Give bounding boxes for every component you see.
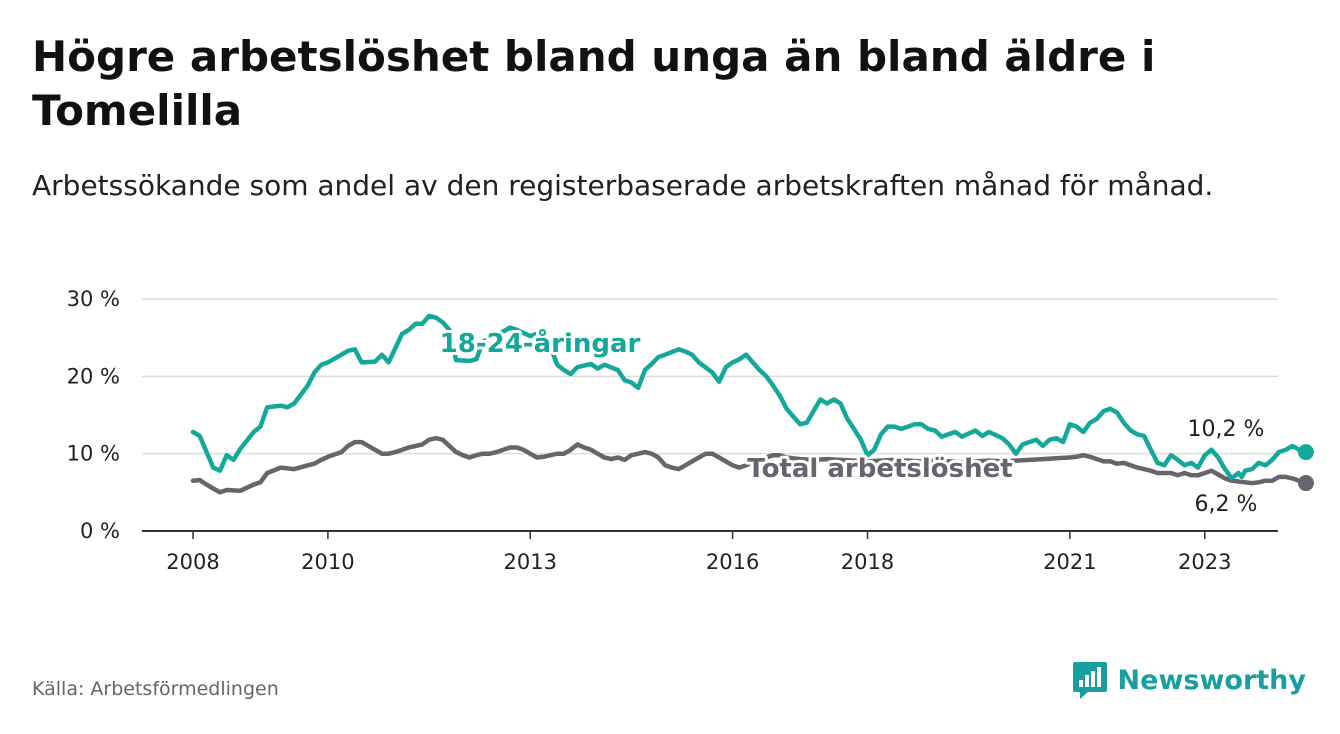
- x-tick-label: 2023: [1178, 550, 1231, 574]
- total-series-line: [190, 435, 1309, 495]
- chart-subtitle: Arbetssökande som andel av den registerb…: [32, 169, 1214, 202]
- y-tick-label: 20 %: [67, 364, 120, 388]
- y-tick-label: 10 %: [67, 442, 120, 466]
- youth-series-label: 18-24-åringar: [440, 327, 641, 359]
- brand-logo: Newsworthy: [1072, 660, 1306, 700]
- youth-end-point: [1297, 444, 1314, 461]
- source-note: Källa: Arbetsförmedlingen: [32, 678, 279, 700]
- total-end-point: [1297, 475, 1314, 492]
- x-tick-label: 2021: [1043, 550, 1096, 574]
- x-tick-label: 2016: [706, 550, 759, 574]
- y-tick-label: 30 %: [67, 287, 120, 311]
- brand-name: Newsworthy: [1117, 664, 1306, 696]
- x-axis-ticks: 2008 2010 2013 2016 2018 2021 2023: [166, 531, 1231, 574]
- total-end-value-label: 6,2 %: [1195, 492, 1258, 517]
- youth-series-line: [190, 313, 1309, 481]
- x-tick-label: 2008: [166, 550, 219, 574]
- newsworthy-logo-icon: [1072, 662, 1107, 699]
- y-tick-label: 0 %: [80, 519, 120, 543]
- x-tick-label: 2018: [841, 550, 894, 574]
- series-layer: [190, 313, 1314, 495]
- x-tick-label: 2013: [504, 550, 557, 574]
- chart-title: Högre arbetslöshet bland unga än bland ä…: [32, 32, 1156, 135]
- y-axis: 0 % 10 % 20 % 30 %: [67, 287, 120, 543]
- youth-end-value-label: 10,2 %: [1188, 417, 1265, 442]
- label-layer: 18-24-åringar Total arbetslöshet 10,2 % …: [437, 324, 1268, 520]
- line-chart: 0 % 10 % 20 % 30 % 2008 2010 2013 2016 2018 2021…: [67, 287, 1314, 574]
- total-series-label: Total arbetslöshet: [747, 454, 1012, 484]
- x-tick-label: 2010: [301, 550, 354, 574]
